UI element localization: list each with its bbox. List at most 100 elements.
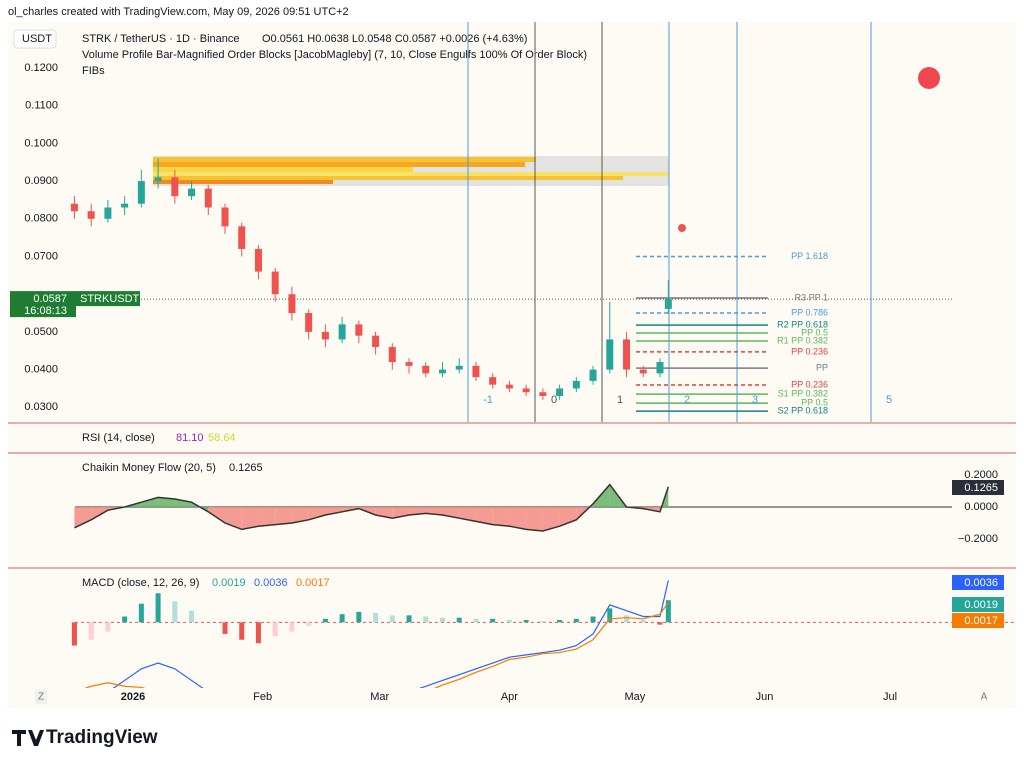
macd-histogram-bar: [557, 619, 563, 623]
y-tick-label: 0.1200: [24, 62, 58, 74]
alert-dot: [918, 67, 940, 89]
macd-plot: [71, 580, 1016, 688]
macd-histogram-bar: [523, 619, 529, 623]
y-tick-label: 0.0400: [24, 364, 58, 376]
cycle-label: -1: [483, 394, 493, 406]
macd-histogram-bar: [456, 617, 462, 623]
cmf-area: [291, 507, 309, 523]
candle-body: [422, 365, 430, 374]
candle-body: [271, 271, 279, 295]
macd-axis-value: 0.0017: [964, 615, 998, 627]
candle-body: [472, 365, 480, 378]
rsi-value: 81.10: [176, 432, 204, 444]
x-tick-label: Apr: [501, 691, 518, 703]
macd-value-box: [952, 597, 1004, 612]
cmf-area: [208, 507, 226, 523]
macd-histogram-bar: [590, 616, 596, 623]
macd-histogram-bar: [439, 617, 445, 623]
fib-label: R3 PP 1: [795, 292, 828, 302]
candle-body: [372, 335, 380, 347]
cmf-area: [258, 507, 276, 527]
macd-histogram-bar: [239, 622, 245, 640]
candle-body: [137, 181, 145, 204]
order-block-bar: [153, 172, 669, 176]
macd-histogram-bar: [105, 622, 111, 632]
cmf-area: [275, 507, 292, 525]
macd-histogram-bar: [640, 619, 646, 623]
macd-histogram-bar: [356, 611, 362, 623]
fib-label: PP 0.236: [791, 346, 828, 356]
candle-body: [388, 346, 396, 363]
rsi-value: 58.64: [208, 432, 236, 444]
order-block-bar: [153, 176, 623, 180]
macd-legend-value: 0.0019: [212, 577, 246, 589]
cycle-label: 1: [617, 394, 623, 406]
marker-dot: [678, 224, 686, 232]
countdown: 16:08:13: [24, 305, 67, 317]
candle-body: [438, 369, 446, 374]
macd-histogram-bar: [573, 618, 579, 623]
candle-body: [188, 188, 196, 197]
y-tick-label: 0.0300: [24, 401, 58, 413]
y-tick-label: 0.0500: [24, 326, 58, 338]
candle-body: [238, 226, 246, 249]
macd-histogram-bar: [665, 600, 671, 623]
candle-body: [288, 294, 296, 314]
fib-label: PP 0.5: [801, 327, 828, 337]
cycle-label: 3: [752, 394, 758, 406]
macd-histogram-bar: [339, 614, 345, 623]
cmf-area: [74, 507, 92, 528]
candle-body: [489, 377, 497, 385]
macd-line: [112, 580, 669, 688]
macd-histogram-bar: [172, 601, 178, 623]
order-block-bar: [153, 180, 333, 184]
macd-histogram-bar: [490, 618, 496, 623]
cmf-area: [158, 497, 175, 507]
price-label-box: [10, 291, 76, 318]
zoom-button[interactable]: [35, 690, 47, 704]
y-tick-label: −0.2000: [958, 533, 998, 545]
candle-body: [121, 203, 129, 208]
zoom-label: A: [981, 692, 988, 703]
fib-label: PP 0.236: [791, 379, 828, 389]
zoom-label: Z: [38, 692, 44, 703]
macd-histogram-bar: [657, 622, 663, 625]
macd-histogram-bar: [389, 615, 395, 623]
y-tick-label: 0.0800: [24, 213, 58, 225]
macd-histogram-bar: [272, 622, 278, 637]
fib-label: R2 PP 0.618: [777, 319, 828, 329]
y-tick-label: 0.1000: [24, 137, 58, 149]
logo: TradingView: [46, 727, 158, 748]
candle-body: [639, 369, 647, 374]
cmf-axis-value: 0.1265: [964, 482, 998, 494]
cmf-area: [308, 507, 326, 520]
cmf-area: [526, 507, 543, 531]
macd-axis-value: 0.0036: [964, 577, 998, 589]
macd-histogram-bar: [322, 618, 328, 623]
candle-body: [656, 362, 664, 374]
cmf-area: [325, 507, 343, 515]
cmf-area: [141, 497, 159, 507]
candle-body: [87, 211, 95, 219]
cmf-area: [475, 507, 493, 525]
ticker-box: [76, 291, 140, 307]
cmf-area: [559, 507, 577, 527]
order-block: [153, 156, 669, 186]
macd-legend-value: 0.0036: [254, 577, 288, 589]
y-tick-label: 0.2000: [964, 469, 998, 481]
macd-histogram-bar: [607, 608, 613, 623]
cmf-area: [509, 507, 527, 530]
x-tick-label: Feb: [253, 691, 272, 703]
logo-mark: [12, 730, 44, 746]
y-tick-label: 0.0700: [24, 250, 58, 262]
macd-value-box: [952, 613, 1004, 628]
candle-body: [623, 339, 631, 370]
fib-label: PP 0.5: [801, 398, 828, 408]
fib-label: PP 0.786: [791, 307, 828, 317]
macd-histogram-bar: [306, 622, 312, 626]
macd-legend-value: 0.0017: [296, 577, 330, 589]
macd-histogram-bar: [624, 615, 630, 623]
fibs: FIBs: [82, 65, 105, 77]
